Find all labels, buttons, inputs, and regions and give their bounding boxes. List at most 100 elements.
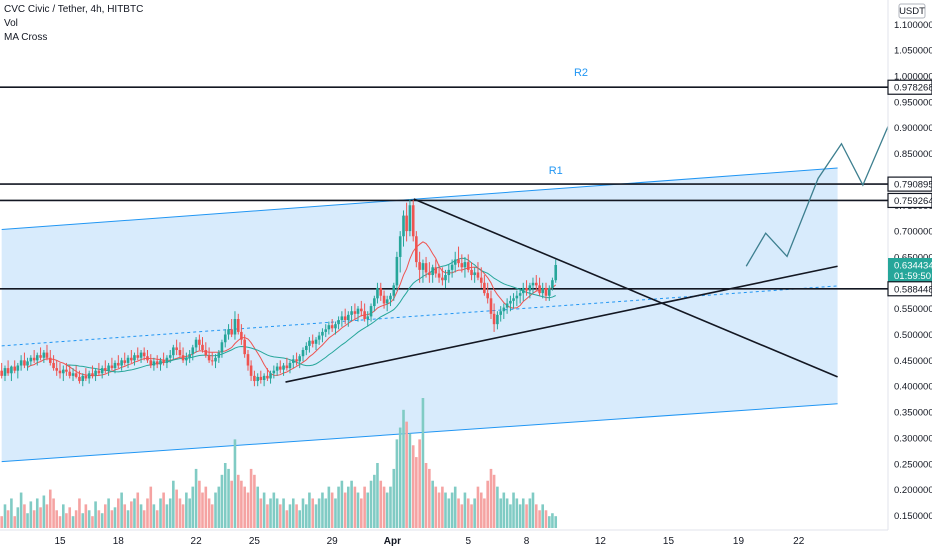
candle[interactable] xyxy=(139,352,143,358)
candle[interactable] xyxy=(317,335,321,340)
current-price-tag[interactable] xyxy=(888,257,932,282)
candle[interactable] xyxy=(305,345,308,351)
channel-upper-line[interactable] xyxy=(1,167,838,231)
candle[interactable] xyxy=(259,376,263,380)
candle[interactable] xyxy=(389,295,392,300)
candle[interactable] xyxy=(554,264,558,281)
candle[interactable] xyxy=(525,287,528,291)
candle[interactable] xyxy=(346,314,350,321)
candle[interactable] xyxy=(249,365,253,376)
candle[interactable] xyxy=(321,331,324,336)
candle[interactable] xyxy=(68,371,72,376)
candle[interactable] xyxy=(418,262,421,270)
candle[interactable] xyxy=(26,361,29,366)
candle[interactable] xyxy=(97,370,101,374)
candle[interactable] xyxy=(94,370,97,376)
candle[interactable] xyxy=(350,311,353,315)
candle[interactable] xyxy=(198,339,201,345)
candle[interactable] xyxy=(450,264,454,270)
candle[interactable] xyxy=(162,360,165,363)
candle[interactable] xyxy=(395,256,399,286)
candle[interactable] xyxy=(314,339,318,344)
candle[interactable] xyxy=(278,366,282,370)
candle[interactable] xyxy=(483,282,486,294)
candle[interactable] xyxy=(91,373,94,376)
candle[interactable] xyxy=(217,352,221,358)
candle[interactable] xyxy=(87,373,91,379)
candle[interactable] xyxy=(356,308,360,314)
candle[interactable] xyxy=(457,259,460,264)
candle[interactable] xyxy=(175,347,178,351)
candle[interactable] xyxy=(408,205,412,232)
candle[interactable] xyxy=(288,362,292,369)
candle[interactable] xyxy=(486,293,489,299)
currency-box[interactable] xyxy=(898,3,926,19)
candle[interactable] xyxy=(123,360,127,363)
candle[interactable] xyxy=(492,313,496,325)
channel-lower-line[interactable] xyxy=(1,403,838,463)
candle[interactable] xyxy=(499,311,503,315)
candle[interactable] xyxy=(65,369,68,372)
candle[interactable] xyxy=(3,368,7,376)
candle[interactable] xyxy=(311,340,315,344)
candle[interactable] xyxy=(45,352,49,358)
candle[interactable] xyxy=(233,318,237,335)
candle[interactable] xyxy=(460,263,464,268)
candle[interactable] xyxy=(473,272,476,276)
candle[interactable] xyxy=(71,373,75,376)
candle[interactable] xyxy=(379,287,383,296)
candle[interactable] xyxy=(13,366,17,371)
candle[interactable] xyxy=(505,303,509,308)
candle[interactable] xyxy=(52,362,55,369)
candle[interactable] xyxy=(246,354,250,366)
candle[interactable] xyxy=(159,360,162,365)
candle[interactable] xyxy=(528,285,532,291)
candle[interactable] xyxy=(337,320,340,325)
candle[interactable] xyxy=(188,354,191,358)
candle[interactable] xyxy=(181,355,185,361)
candle[interactable] xyxy=(360,308,363,312)
candle[interactable] xyxy=(324,329,328,332)
candle[interactable] xyxy=(272,370,276,374)
time-axis[interactable] xyxy=(0,530,888,550)
candle[interactable] xyxy=(476,272,480,278)
candle[interactable] xyxy=(168,355,172,358)
candle[interactable] xyxy=(48,357,52,363)
candle[interactable] xyxy=(130,357,133,361)
ma-slow-line[interactable] xyxy=(66,257,556,373)
candle[interactable] xyxy=(55,368,58,371)
candle[interactable] xyxy=(58,370,62,374)
candle[interactable] xyxy=(327,325,331,330)
candle[interactable] xyxy=(223,334,227,343)
legend-vol[interactable]: Vol xyxy=(4,18,18,29)
candle[interactable] xyxy=(191,347,195,355)
trendline[interactable] xyxy=(285,265,838,383)
candle[interactable] xyxy=(366,316,370,319)
candle[interactable] xyxy=(479,277,483,283)
candle[interactable] xyxy=(110,365,114,369)
candle[interactable] xyxy=(0,370,3,376)
candle[interactable] xyxy=(466,262,470,270)
candle[interactable] xyxy=(275,366,279,371)
candle[interactable] xyxy=(463,262,467,268)
candle[interactable] xyxy=(243,339,246,355)
candle[interactable] xyxy=(84,375,88,379)
candle[interactable] xyxy=(308,340,311,346)
candle[interactable] xyxy=(541,287,544,294)
candle[interactable] xyxy=(544,287,548,296)
candle[interactable] xyxy=(236,318,240,332)
candle[interactable] xyxy=(133,355,136,361)
candle[interactable] xyxy=(100,368,104,374)
candle[interactable] xyxy=(512,298,515,301)
candle[interactable] xyxy=(6,368,10,374)
candle[interactable] xyxy=(298,356,301,362)
candle[interactable] xyxy=(285,365,289,369)
candle[interactable] xyxy=(210,360,214,362)
candle[interactable] xyxy=(444,275,447,281)
candle[interactable] xyxy=(103,368,107,371)
candle[interactable] xyxy=(227,329,230,335)
candle[interactable] xyxy=(230,329,233,335)
candle[interactable] xyxy=(214,357,217,362)
candle[interactable] xyxy=(240,331,243,340)
